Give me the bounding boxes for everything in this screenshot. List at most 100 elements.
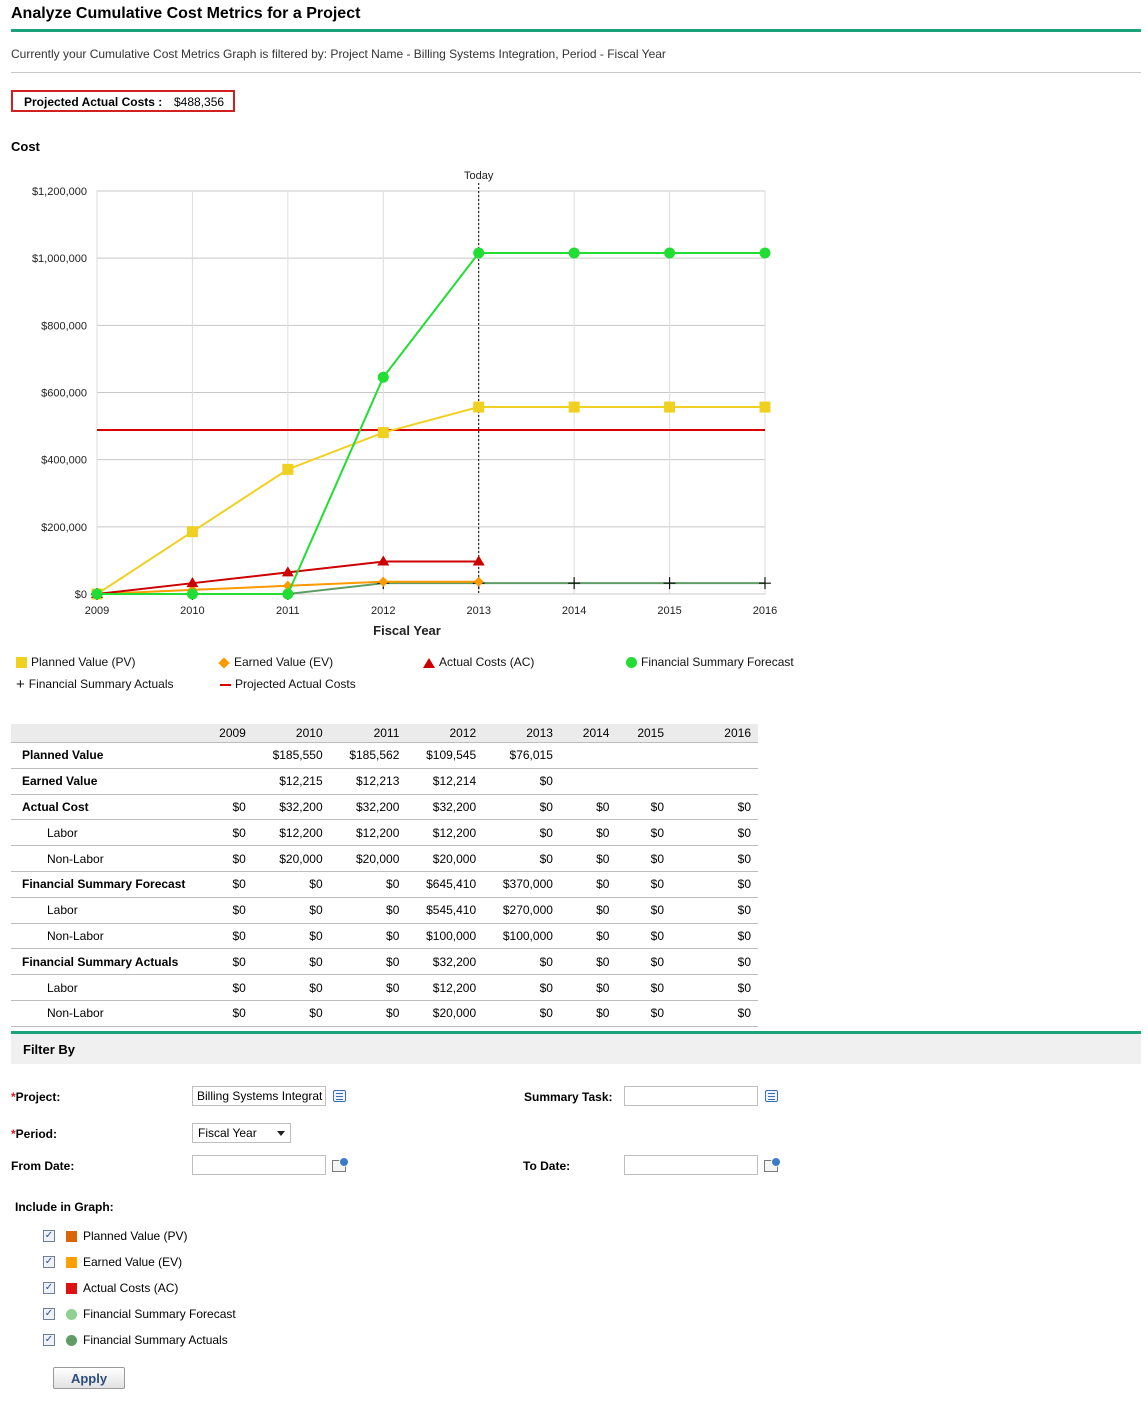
include-ac-checkbox[interactable]: ✓ xyxy=(43,1282,55,1294)
include-fsa-label: Financial Summary Actuals xyxy=(83,1333,228,1347)
include-fsa-checkbox[interactable]: ✓ xyxy=(43,1334,55,1346)
table-cell: $0 xyxy=(194,1000,253,1027)
legend-item-pac: Projected Actual Costs xyxy=(220,677,356,691)
table-cell: $0 xyxy=(194,923,253,950)
legend-ac-triangle-icon xyxy=(423,657,435,668)
y-tick-label: $800,000 xyxy=(41,320,87,332)
apply-button[interactable]: Apply xyxy=(53,1367,125,1389)
table-header-year: 2010 xyxy=(252,724,330,743)
table-cell: $0 xyxy=(559,948,617,976)
table-cell: $0 xyxy=(671,1000,758,1027)
table-cell xyxy=(559,768,617,795)
summary-task-label: Summary Task: xyxy=(524,1090,613,1104)
fsa-swatch-icon xyxy=(66,1335,77,1346)
period-select[interactable]: Fiscal Year xyxy=(192,1123,291,1143)
table-cell: $0 xyxy=(671,794,758,821)
x-tick-label: 2015 xyxy=(657,605,681,617)
legend-pac-line-icon xyxy=(220,683,231,686)
chevron-down-icon xyxy=(277,1131,285,1136)
table-cell: $0 xyxy=(329,897,407,924)
table-cell: $12,200 xyxy=(406,974,484,1001)
x-tick-label: 2013 xyxy=(466,605,490,617)
row-label: Actual Cost xyxy=(11,794,195,821)
data-point-triangle xyxy=(186,577,199,588)
table-cell: $0 xyxy=(194,897,253,924)
table-cell: $0 xyxy=(616,845,672,872)
table-cell: $109,545 xyxy=(406,742,484,769)
include-pv-checkbox[interactable]: ✓ xyxy=(43,1230,55,1242)
to-date-input[interactable] xyxy=(624,1155,758,1175)
table-cell: $0 xyxy=(671,871,758,898)
table-cell: $0 xyxy=(252,897,330,924)
data-point-square xyxy=(664,401,676,413)
row-label: Planned Value xyxy=(11,742,195,769)
data-point-square xyxy=(568,401,580,413)
table-cell: $0 xyxy=(483,845,560,872)
table-cell: $0 xyxy=(194,845,253,872)
table-cell: $12,200 xyxy=(329,819,407,847)
projected-actual-costs-value: $488,356 xyxy=(174,95,225,109)
table-header-year: 2013 xyxy=(483,724,560,743)
period-label: *Period: xyxy=(11,1127,57,1141)
summary-task-input[interactable] xyxy=(624,1086,758,1106)
series-line xyxy=(97,251,765,595)
table-row: Labor $0 $0 $0 $545,410 $270,000 $0 $0 $0 xyxy=(11,897,758,924)
table-row: Non-Labor $0 $0 $0 $20,000 $0 $0 $0 $0 xyxy=(11,1000,758,1027)
include-fsf-checkbox[interactable]: ✓ xyxy=(43,1308,55,1320)
cumulative-cost-chart: $0 $200,000 $400,000 $600,000 $800,000 $1,000… xyxy=(32,170,777,638)
from-date-calendar-icon[interactable] xyxy=(332,1157,349,1172)
period-select-value: Fiscal Year xyxy=(198,1126,257,1140)
table-cell: $12,200 xyxy=(406,819,484,847)
legend-ev-label: Earned Value (EV) xyxy=(234,655,334,669)
project-label-text: Project: xyxy=(15,1090,61,1104)
table-cell: $0 xyxy=(194,871,253,898)
legend-item-fsa: + Financial Summary Actuals xyxy=(16,675,174,693)
data-point-circle xyxy=(186,588,198,600)
include-ev-checkbox[interactable]: ✓ xyxy=(43,1256,55,1268)
table-cell: $270,000 xyxy=(483,897,560,924)
legend-item-ac: Actual Costs (AC) xyxy=(423,655,534,669)
row-label: Non-Labor xyxy=(11,923,195,950)
row-label: Labor xyxy=(11,819,195,847)
project-input[interactable]: Billing Systems Integrat xyxy=(192,1086,326,1106)
legend-pac-label: Projected Actual Costs xyxy=(235,677,356,691)
today-label: Today xyxy=(464,170,494,182)
table-cell: $32,200 xyxy=(406,948,484,976)
data-point-circle xyxy=(664,247,676,259)
required-mark: * xyxy=(11,1090,16,1104)
table-cell: $32,200 xyxy=(406,794,484,821)
from-date-label: From Date: xyxy=(11,1159,75,1173)
table-cell: $12,200 xyxy=(252,819,330,847)
legend-ac-label: Actual Costs (AC) xyxy=(439,655,535,669)
table-cell: $32,200 xyxy=(329,794,407,821)
table-cell: $0 xyxy=(483,794,560,821)
legend-item-fsf: Financial Summary Forecast xyxy=(626,655,794,669)
table-row: Non-Labor $0 $20,000 $20,000 $20,000 $0 $0 $0 $0 xyxy=(11,845,758,872)
table-header-year: 2009 xyxy=(194,724,253,743)
table-cell: $0 xyxy=(671,845,758,872)
table-cell: $0 xyxy=(329,948,407,976)
data-point-circle xyxy=(759,247,771,259)
table-cell: $100,000 xyxy=(406,923,484,950)
project-picker-list-icon[interactable] xyxy=(333,1090,346,1102)
summary-task-picker-list-icon[interactable] xyxy=(765,1090,778,1102)
table-cell: $185,562 xyxy=(329,742,407,769)
data-point-triangle xyxy=(472,555,485,566)
page-title: Analyze Cumulative Cost Metrics for a Pr… xyxy=(11,5,361,22)
from-date-input[interactable] xyxy=(192,1155,326,1175)
filter-by-header: Filter By xyxy=(11,1034,1141,1064)
table-cell: $0 xyxy=(616,974,672,1001)
table-header-year: 2015 xyxy=(616,724,672,743)
data-point-circle xyxy=(568,247,580,259)
table-row: Planned Value $185,550 $185,562 $109,545 $76… xyxy=(11,742,758,769)
include-ac-label: Actual Costs (AC) xyxy=(83,1281,179,1295)
y-tick-label: $600,000 xyxy=(41,388,87,400)
legend-fsa-plus-icon: + xyxy=(16,675,25,693)
table-cell: $32,200 xyxy=(252,794,330,821)
table-cell: $20,000 xyxy=(252,845,330,872)
y-axis-title: Cost xyxy=(11,139,40,154)
table-cell: $0 xyxy=(483,768,560,795)
to-date-label: To Date: xyxy=(523,1159,571,1173)
to-date-calendar-icon[interactable] xyxy=(764,1157,781,1172)
table-cell: $0 xyxy=(483,948,560,976)
